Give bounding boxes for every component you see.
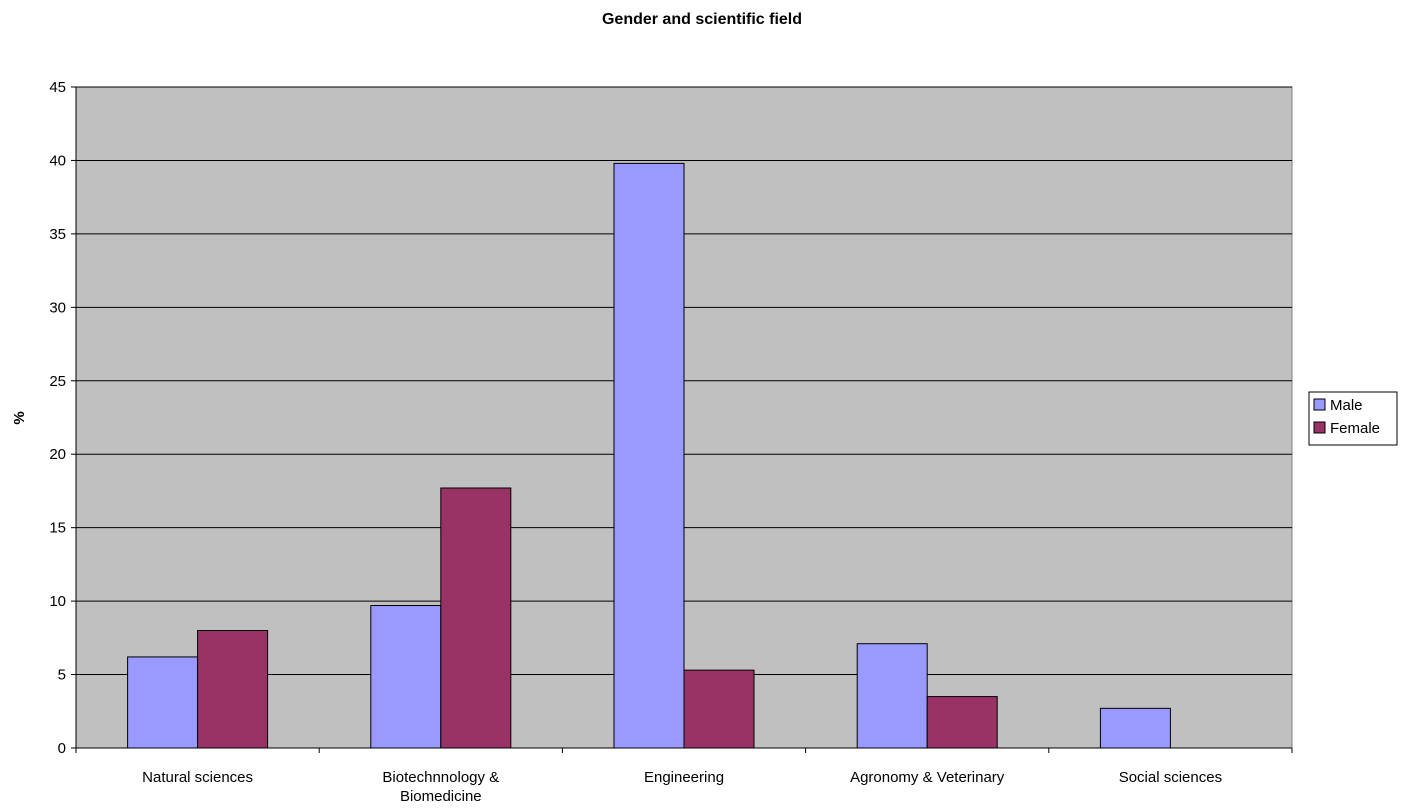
bar-male-3: [856, 643, 928, 749]
bar-female-1: [440, 487, 512, 749]
x-category-label: Engineering: [644, 769, 724, 786]
legend-label-female: Female: [1330, 420, 1380, 437]
y-tick-label: 25: [49, 373, 66, 390]
y-tick-label: 0: [58, 740, 66, 757]
bar-male-2: [613, 162, 685, 749]
legend-label-male: Male: [1330, 397, 1363, 414]
x-category-label: Social sciences: [1119, 769, 1222, 786]
x-category-labels: Natural sciences Biotechnnology & Biomedic…: [142, 769, 1222, 805]
y-tick-label: 10: [49, 593, 66, 610]
legend: Male Female: [1308, 391, 1398, 446]
y-axis-label: %: [11, 411, 28, 424]
bar-female-2: [683, 669, 755, 749]
y-tick-label: 5: [58, 667, 66, 684]
legend-swatch-male: [1313, 398, 1326, 411]
x-category-label: Natural sciences: [142, 769, 253, 786]
bar-male-1: [370, 605, 442, 749]
bar-female-0: [197, 629, 269, 749]
x-category-label: Agronomy & Veterinary: [850, 769, 1005, 786]
bars: [127, 162, 1171, 749]
y-tick-label: 30: [49, 299, 66, 316]
y-tick-label: 45: [49, 79, 66, 96]
y-tick-label: 40: [49, 152, 66, 169]
y-tick-label: 20: [49, 446, 66, 463]
chart-title: Gender and scientific field: [602, 11, 802, 28]
legend-box: [1308, 391, 1398, 446]
axes: [71, 86, 1293, 753]
bar-female-3: [926, 696, 998, 749]
bar-male-4: [1099, 707, 1171, 749]
y-tick-label: 15: [49, 520, 66, 537]
y-tick-label: 35: [49, 226, 66, 243]
y-tick-labels: 0 5 10 15 20 25 30 35 40 45: [49, 79, 66, 757]
bar-male-0: [127, 656, 199, 749]
legend-swatch-female: [1313, 421, 1326, 434]
x-category-label: Biotechnnology & Biomedicine: [382, 769, 499, 805]
